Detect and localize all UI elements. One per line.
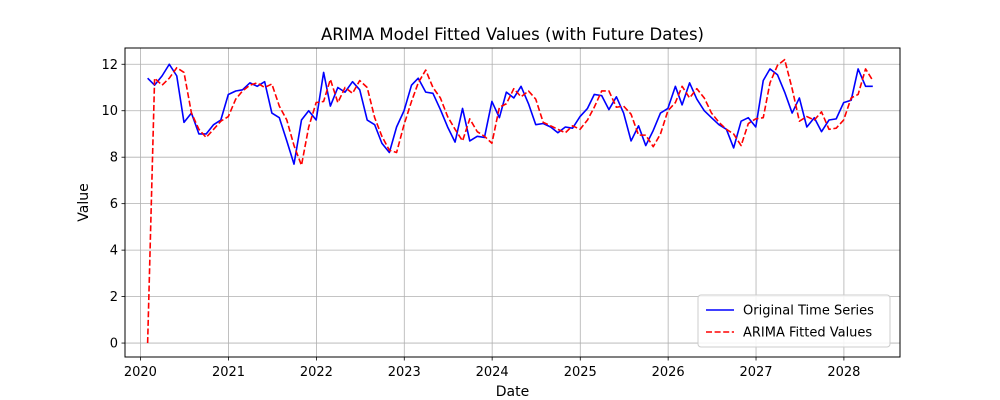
x-tick-label: 2020 bbox=[124, 365, 157, 380]
x-tick-label: 2025 bbox=[564, 365, 597, 380]
y-axis-title: Value bbox=[76, 183, 92, 221]
x-tick-label: 2027 bbox=[739, 365, 772, 380]
plot-frame bbox=[124, 47, 901, 358]
legend-label: ARIMA Fitted Values bbox=[743, 326, 872, 341]
legend: Original Time Series ARIMA Fitted Values bbox=[697, 294, 891, 348]
y-tick-label: 12 bbox=[101, 58, 118, 73]
chart-title: ARIMA Model Fitted Values (with Future D… bbox=[321, 25, 704, 44]
y-tick-label: 2 bbox=[110, 290, 118, 305]
x-tick-label: 2024 bbox=[476, 365, 509, 380]
legend-label: Original Time Series bbox=[743, 304, 874, 319]
y-tick-label: 10 bbox=[101, 104, 118, 119]
y-tick-label: 6 bbox=[110, 197, 118, 212]
x-axis-title: Date bbox=[496, 384, 529, 400]
x-tick-label: 2026 bbox=[652, 365, 685, 380]
axis-ticks: 2020 2021 2022 2023 2024 2025 2026 2027 2028 0 2 4 6… bbox=[101, 58, 860, 380]
y-tick-label: 0 bbox=[110, 337, 118, 352]
series-line-original bbox=[147, 63, 873, 165]
x-tick-label: 2028 bbox=[827, 365, 860, 380]
x-tick-label: 2023 bbox=[388, 365, 421, 380]
x-tick-label: 2022 bbox=[300, 365, 333, 380]
y-tick-label: 4 bbox=[110, 244, 118, 259]
legend-box bbox=[697, 294, 891, 348]
series-line-arima-fitted bbox=[146, 58, 874, 344]
series-layer bbox=[146, 58, 874, 344]
y-tick-label: 8 bbox=[110, 151, 118, 166]
x-tick-label: 2021 bbox=[212, 365, 245, 380]
